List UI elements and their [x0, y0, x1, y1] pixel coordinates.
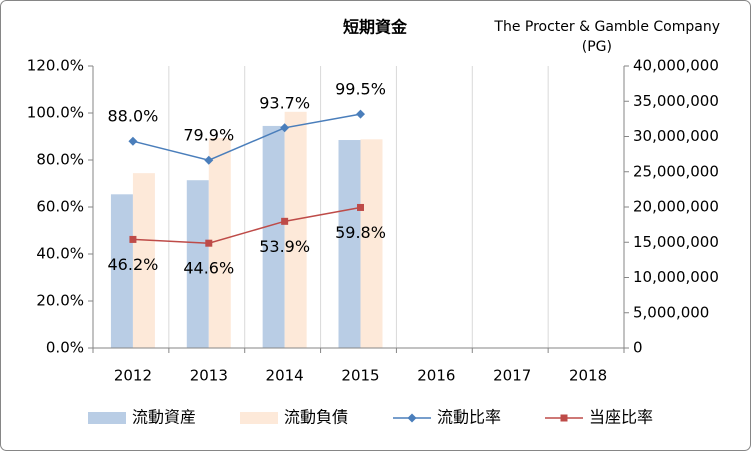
legend-swatch: [240, 412, 278, 424]
bar: [360, 139, 383, 348]
line-marker: [357, 203, 364, 211]
line-marker: [205, 239, 213, 247]
chart-subtitle: (PG): [582, 39, 612, 55]
x-tick-label: 2018: [569, 367, 607, 385]
chart-title: 短期資金: [343, 18, 408, 37]
legend-label: 当座比率: [589, 408, 653, 427]
y2-tick-label: 5,000,000: [633, 303, 709, 321]
data-label: 99.5%: [335, 80, 386, 99]
legend-marker: [560, 414, 568, 422]
y-tick-label: 120.0%: [27, 57, 84, 75]
series-line: [132, 113, 361, 162]
line-marker: [128, 136, 138, 146]
y2-tick-label: 40,000,000: [633, 57, 719, 75]
data-label: 59.8%: [335, 223, 386, 242]
y-tick-label: 40.0%: [36, 245, 84, 263]
bar: [110, 194, 133, 348]
bar: [132, 173, 155, 348]
x-tick-label: 2016: [417, 367, 455, 385]
legend-marker: [407, 413, 417, 423]
legend-label: 流動比率: [437, 408, 501, 427]
line-marker: [280, 123, 290, 133]
x-tick-label: 2013: [190, 367, 228, 385]
x-tick-label: 2012: [114, 367, 152, 385]
y2-tick-label: 20,000,000: [633, 198, 719, 216]
bar: [284, 111, 307, 348]
y2-tick-label: 10,000,000: [633, 268, 719, 286]
line-marker: [204, 155, 214, 165]
y-tick-label: 100.0%: [27, 104, 84, 122]
bar: [186, 180, 209, 348]
line-marker: [281, 217, 289, 225]
bar: [262, 125, 285, 348]
x-tick-label: 2014: [266, 367, 304, 385]
y-tick-label: 0.0%: [46, 339, 84, 357]
legend-swatch: [88, 412, 126, 424]
y2-tick-label: 0: [633, 339, 643, 357]
legend-label: 流動負債: [284, 408, 348, 427]
line-marker: [356, 109, 365, 119]
y-tick-label: 80.0%: [36, 151, 84, 169]
bar: [208, 137, 231, 348]
y2-tick-label: 25,000,000: [633, 162, 719, 180]
data-label: 88.0%: [108, 107, 159, 126]
y2-tick-label: 30,000,000: [633, 127, 719, 145]
y-tick-label: 20.0%: [36, 292, 84, 310]
legend-label: 流動資産: [132, 408, 196, 427]
line-marker: [129, 235, 137, 243]
y2-tick-label: 15,000,000: [633, 233, 719, 251]
x-tick-label: 2015: [341, 367, 379, 385]
data-label: 79.9%: [183, 126, 234, 145]
data-label: 53.9%: [259, 237, 310, 256]
y-tick-label: 60.0%: [36, 198, 84, 216]
y2-tick-label: 35,000,000: [633, 92, 719, 110]
data-label: 46.2%: [108, 255, 159, 274]
data-label: 93.7%: [259, 93, 310, 112]
x-tick-label: 2017: [493, 367, 531, 385]
bar: [338, 140, 361, 348]
series-line: [132, 206, 361, 244]
data-label: 44.6%: [183, 259, 234, 278]
chart-subtitle: The Procter & Gamble Company: [493, 19, 720, 35]
